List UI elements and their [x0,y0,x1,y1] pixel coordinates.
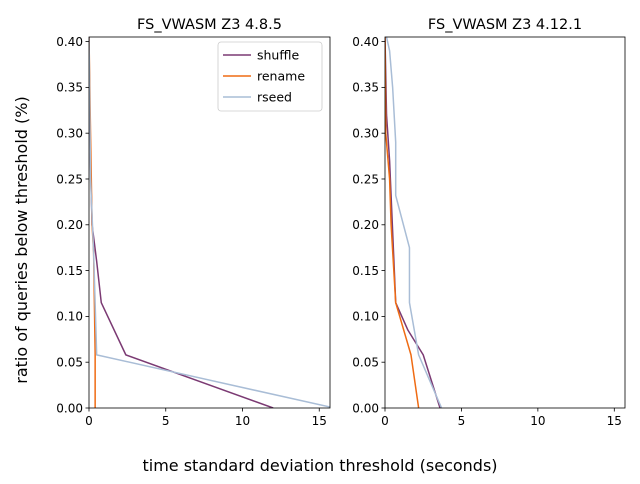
legend-label-rename: rename [257,69,305,84]
y-tick-label: 0.25 [56,172,83,186]
x-tick-label: 5 [458,414,466,428]
subplot-1: 0 5 10 15 0.00 0.05 0.10 0.15 0.20 0.25 0.30 0.35 0.… [56,17,331,428]
x-tick-label: 10 [530,414,545,428]
y-tick-label: 0.20 [56,218,83,232]
axes-frame [384,36,626,409]
x-tick-label: 0 [381,414,389,428]
subplot-title: FS_VWASM Z3 4.12.1 [428,17,582,33]
series-line-rseed [385,37,443,408]
x-tick-label: 10 [235,414,250,428]
subplot-title: FS_VWASM Z3 4.8.5 [137,17,282,33]
shared-ylabel: ratio of queries below threshold (%) [12,96,31,383]
x-tick-label: 15 [607,414,622,428]
y-tick-label: 0.40 [352,35,379,49]
y-tick-label: 0.10 [352,310,379,324]
legend: shuffle rename rseed [217,41,323,112]
y-tick-label: 0.35 [352,81,379,95]
y-tick-label: 0.05 [352,355,379,369]
y-tick-label: 0.05 [56,355,83,369]
axes-frame [88,36,331,409]
series-line-rename [385,37,420,408]
shared-xlabel: time standard deviation threshold (secon… [142,456,497,475]
y-tick-label: 0.15 [352,264,379,278]
legend-label-shuffle: shuffle [257,48,299,63]
x-tick-label: 0 [85,414,93,428]
y-tick-label: 0.40 [56,35,83,49]
subplots: 0 5 10 15 0.00 0.05 0.10 0.15 0.20 0.25 0.30 0.35 0.… [56,17,626,428]
y-tick-label: 0.25 [352,172,379,186]
y-tick-label: 0.35 [56,81,83,95]
y-tick-label: 0.10 [56,310,83,324]
x-tick-label: 15 [312,414,327,428]
legend-label-rseed: rseed [257,90,292,105]
x-tick-label: 5 [162,414,170,428]
y-tick-label: 0.00 [56,401,83,415]
y-tick-label: 0.30 [56,126,83,140]
series-lines [89,37,330,408]
subplot-2: 0 5 10 15 0.00 0.05 0.10 0.15 0.20 0.25 0.30 0.35 0.… [352,17,626,428]
legend-frame [217,41,323,112]
y-tick-label: 0.15 [56,264,83,278]
series-line-rseed [89,37,330,408]
series-lines [385,37,443,408]
y-tick-label: 0.20 [352,218,379,232]
y-tick-label: 0.00 [352,401,379,415]
y-tick-label: 0.30 [352,126,379,140]
